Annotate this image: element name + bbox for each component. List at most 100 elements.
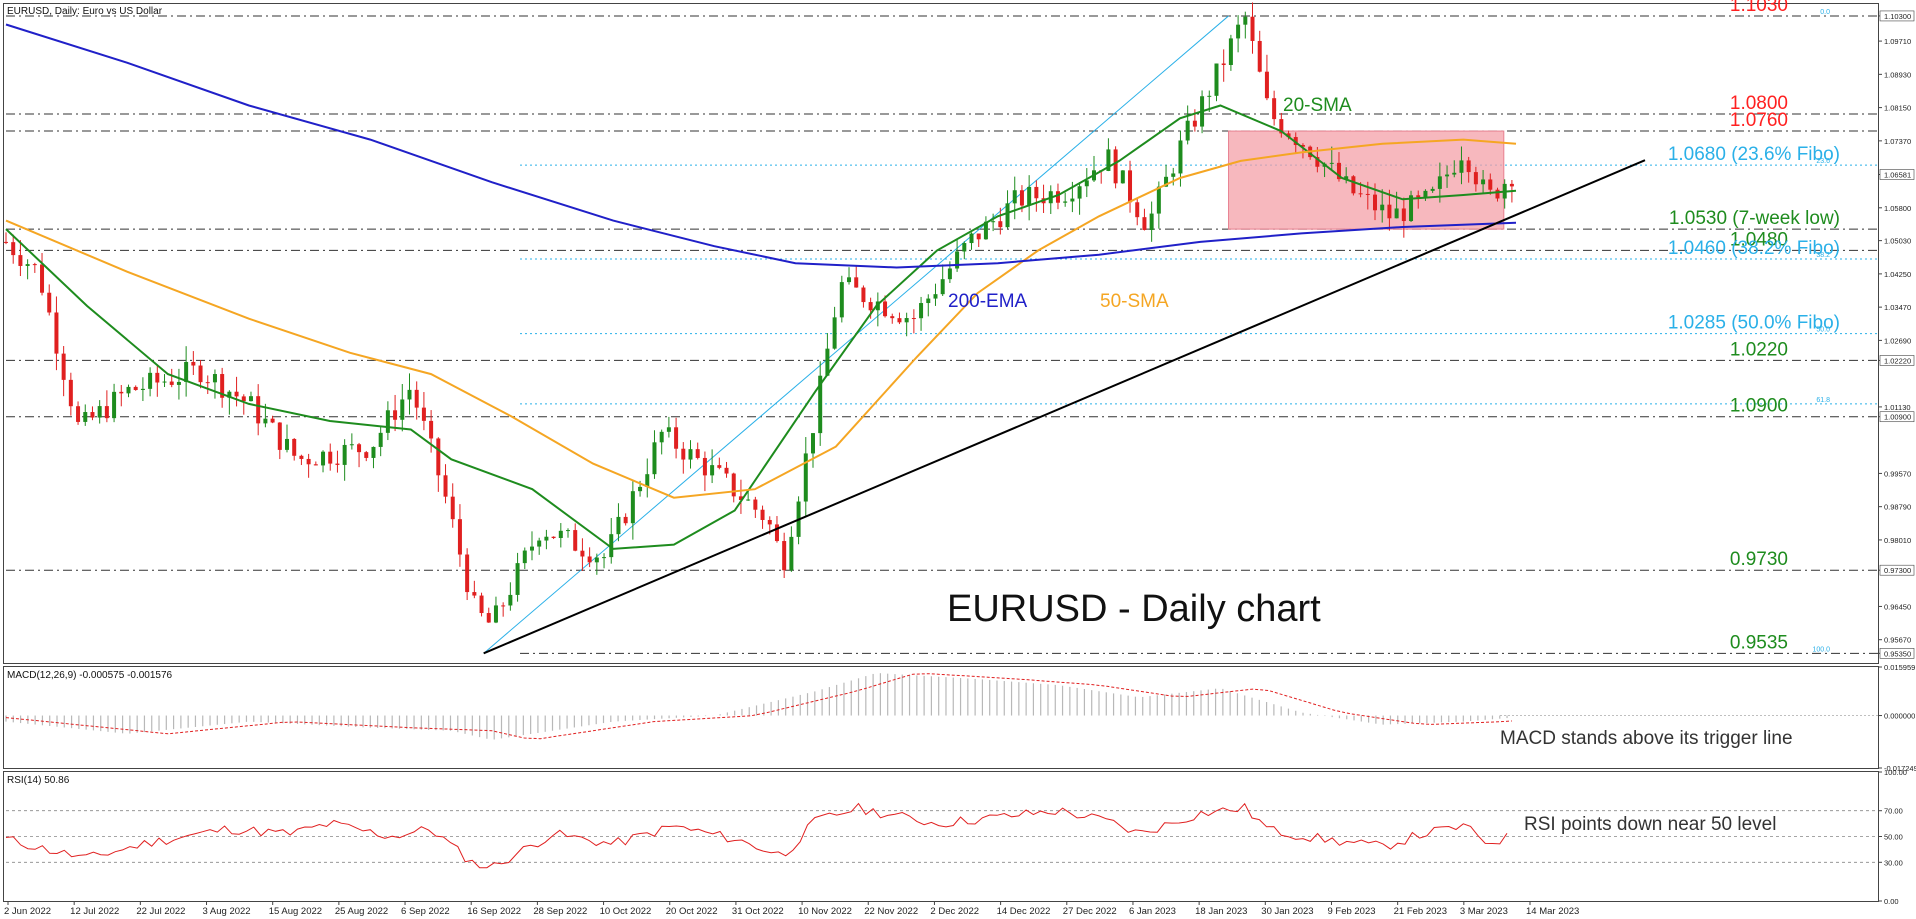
macd-tick-label: -0.017249 [1884, 764, 1916, 773]
candle-body [227, 391, 232, 398]
candle-body [919, 303, 924, 319]
candle-body [400, 399, 405, 420]
candle-body [184, 361, 189, 382]
price-tick-label: 0.95350 [1884, 649, 1911, 658]
candle-body [1077, 186, 1082, 199]
candle-body [1452, 172, 1457, 175]
candle-body [450, 496, 455, 520]
candle-body [537, 540, 542, 547]
candle-body [436, 438, 441, 476]
candle-body [335, 463, 340, 465]
x-tick-label: 14 Dec 2022 [997, 906, 1051, 917]
price-tick-label: 1.02690 [1884, 336, 1911, 345]
candle-body [983, 221, 988, 240]
candle-body [328, 451, 333, 464]
candle-body [847, 277, 852, 283]
price-axis: 1.10300 1.09710 1.08930 1.08150 1.07370 1.065… [1878, 10, 1915, 659]
candle-body [529, 546, 534, 551]
candle-body [1005, 203, 1010, 228]
candle-body [731, 473, 736, 497]
candle-body [782, 541, 787, 571]
candle-body [940, 279, 945, 295]
candle-body [1365, 193, 1370, 195]
rsi-tick-label: 50.00 [1884, 833, 1903, 842]
candle-body [4, 241, 8, 243]
candle-body [681, 448, 686, 460]
range-box [1228, 130, 1505, 230]
candle-body [1135, 202, 1140, 218]
candle-body [155, 372, 160, 383]
x-tick-label: 14 Mar 2023 [1526, 906, 1579, 917]
candle-body [119, 391, 124, 394]
candle-body [1488, 179, 1493, 190]
candle-body [493, 605, 498, 623]
x-tick-label: 2 Jun 2022 [4, 906, 51, 917]
candle-body [1236, 24, 1241, 39]
candle-body [1495, 189, 1500, 199]
candle-body [479, 595, 484, 614]
candle-body [1373, 194, 1378, 211]
candle-body [83, 412, 88, 422]
candle-body [443, 475, 448, 497]
candle-body [738, 496, 743, 501]
candle-body [321, 451, 326, 466]
candle-body [1257, 40, 1262, 72]
candle-body [1380, 204, 1385, 211]
price-tick-label: 1.05800 [1884, 204, 1911, 213]
candle-body [587, 556, 592, 563]
candle-body [371, 446, 376, 458]
level-label: 1.1030 [1730, 0, 1788, 16]
price-tick-box [1879, 564, 1915, 576]
price-tick-box [1879, 648, 1915, 659]
candle-body [1416, 195, 1421, 198]
price-tick-label: 1.02220 [1884, 356, 1911, 365]
macd-tick-label: 0.000000 [1884, 712, 1915, 721]
x-tick-label: 28 Sep 2022 [533, 906, 587, 917]
candle-body [746, 499, 751, 501]
candle-body [1156, 186, 1161, 214]
x-tick-label: 10 Oct 2022 [600, 906, 652, 917]
candle-body [789, 536, 794, 571]
candle-body [602, 557, 607, 559]
price-panel-title: EURUSD, Daily: Euro vs US Dollar [7, 6, 163, 17]
candle-body [868, 302, 873, 311]
x-tick-label: 6 Jan 2023 [1129, 906, 1176, 917]
candle-body [234, 391, 239, 397]
candle-body [1207, 95, 1212, 97]
x-tick-label: 25 Aug 2022 [335, 906, 388, 917]
candle-body [659, 431, 664, 443]
candle-body [558, 530, 563, 539]
x-tick-label: 21 Feb 2023 [1394, 906, 1447, 917]
candle-body [1286, 133, 1291, 138]
candle-body [1019, 190, 1024, 206]
candle-body [313, 464, 318, 466]
candle-body [616, 516, 621, 535]
candle-body [270, 418, 275, 423]
candle-body [385, 410, 390, 433]
candle-body [342, 444, 347, 465]
price-tick-label: 1.01130 [1884, 403, 1911, 412]
candle-body [1055, 191, 1060, 203]
x-tick-label: 2 Dec 2022 [930, 906, 979, 917]
candle-body [1459, 160, 1464, 173]
x-axis: 2 Jun 2022 12 Jul 2022 22 Jul 2022 3 Aug 20… [4, 901, 1579, 917]
candle-body [962, 243, 967, 252]
candle-body [1315, 157, 1320, 167]
candle-body [897, 318, 902, 323]
candle-body [1473, 172, 1478, 185]
candle-body [710, 465, 715, 476]
candle-body [1178, 140, 1183, 174]
sma50-label: 50-SMA [1100, 291, 1169, 312]
candle-body [1171, 173, 1176, 177]
candle-body [580, 550, 585, 557]
candle-body [241, 396, 246, 402]
ma-line [5, 23, 1517, 269]
candle-body [68, 379, 73, 407]
candle-body [911, 318, 916, 320]
candle-body [508, 594, 513, 606]
candle-body [623, 516, 628, 524]
price-tick-box [1879, 355, 1915, 366]
candle-body [1329, 162, 1334, 164]
candle-body [176, 381, 181, 385]
